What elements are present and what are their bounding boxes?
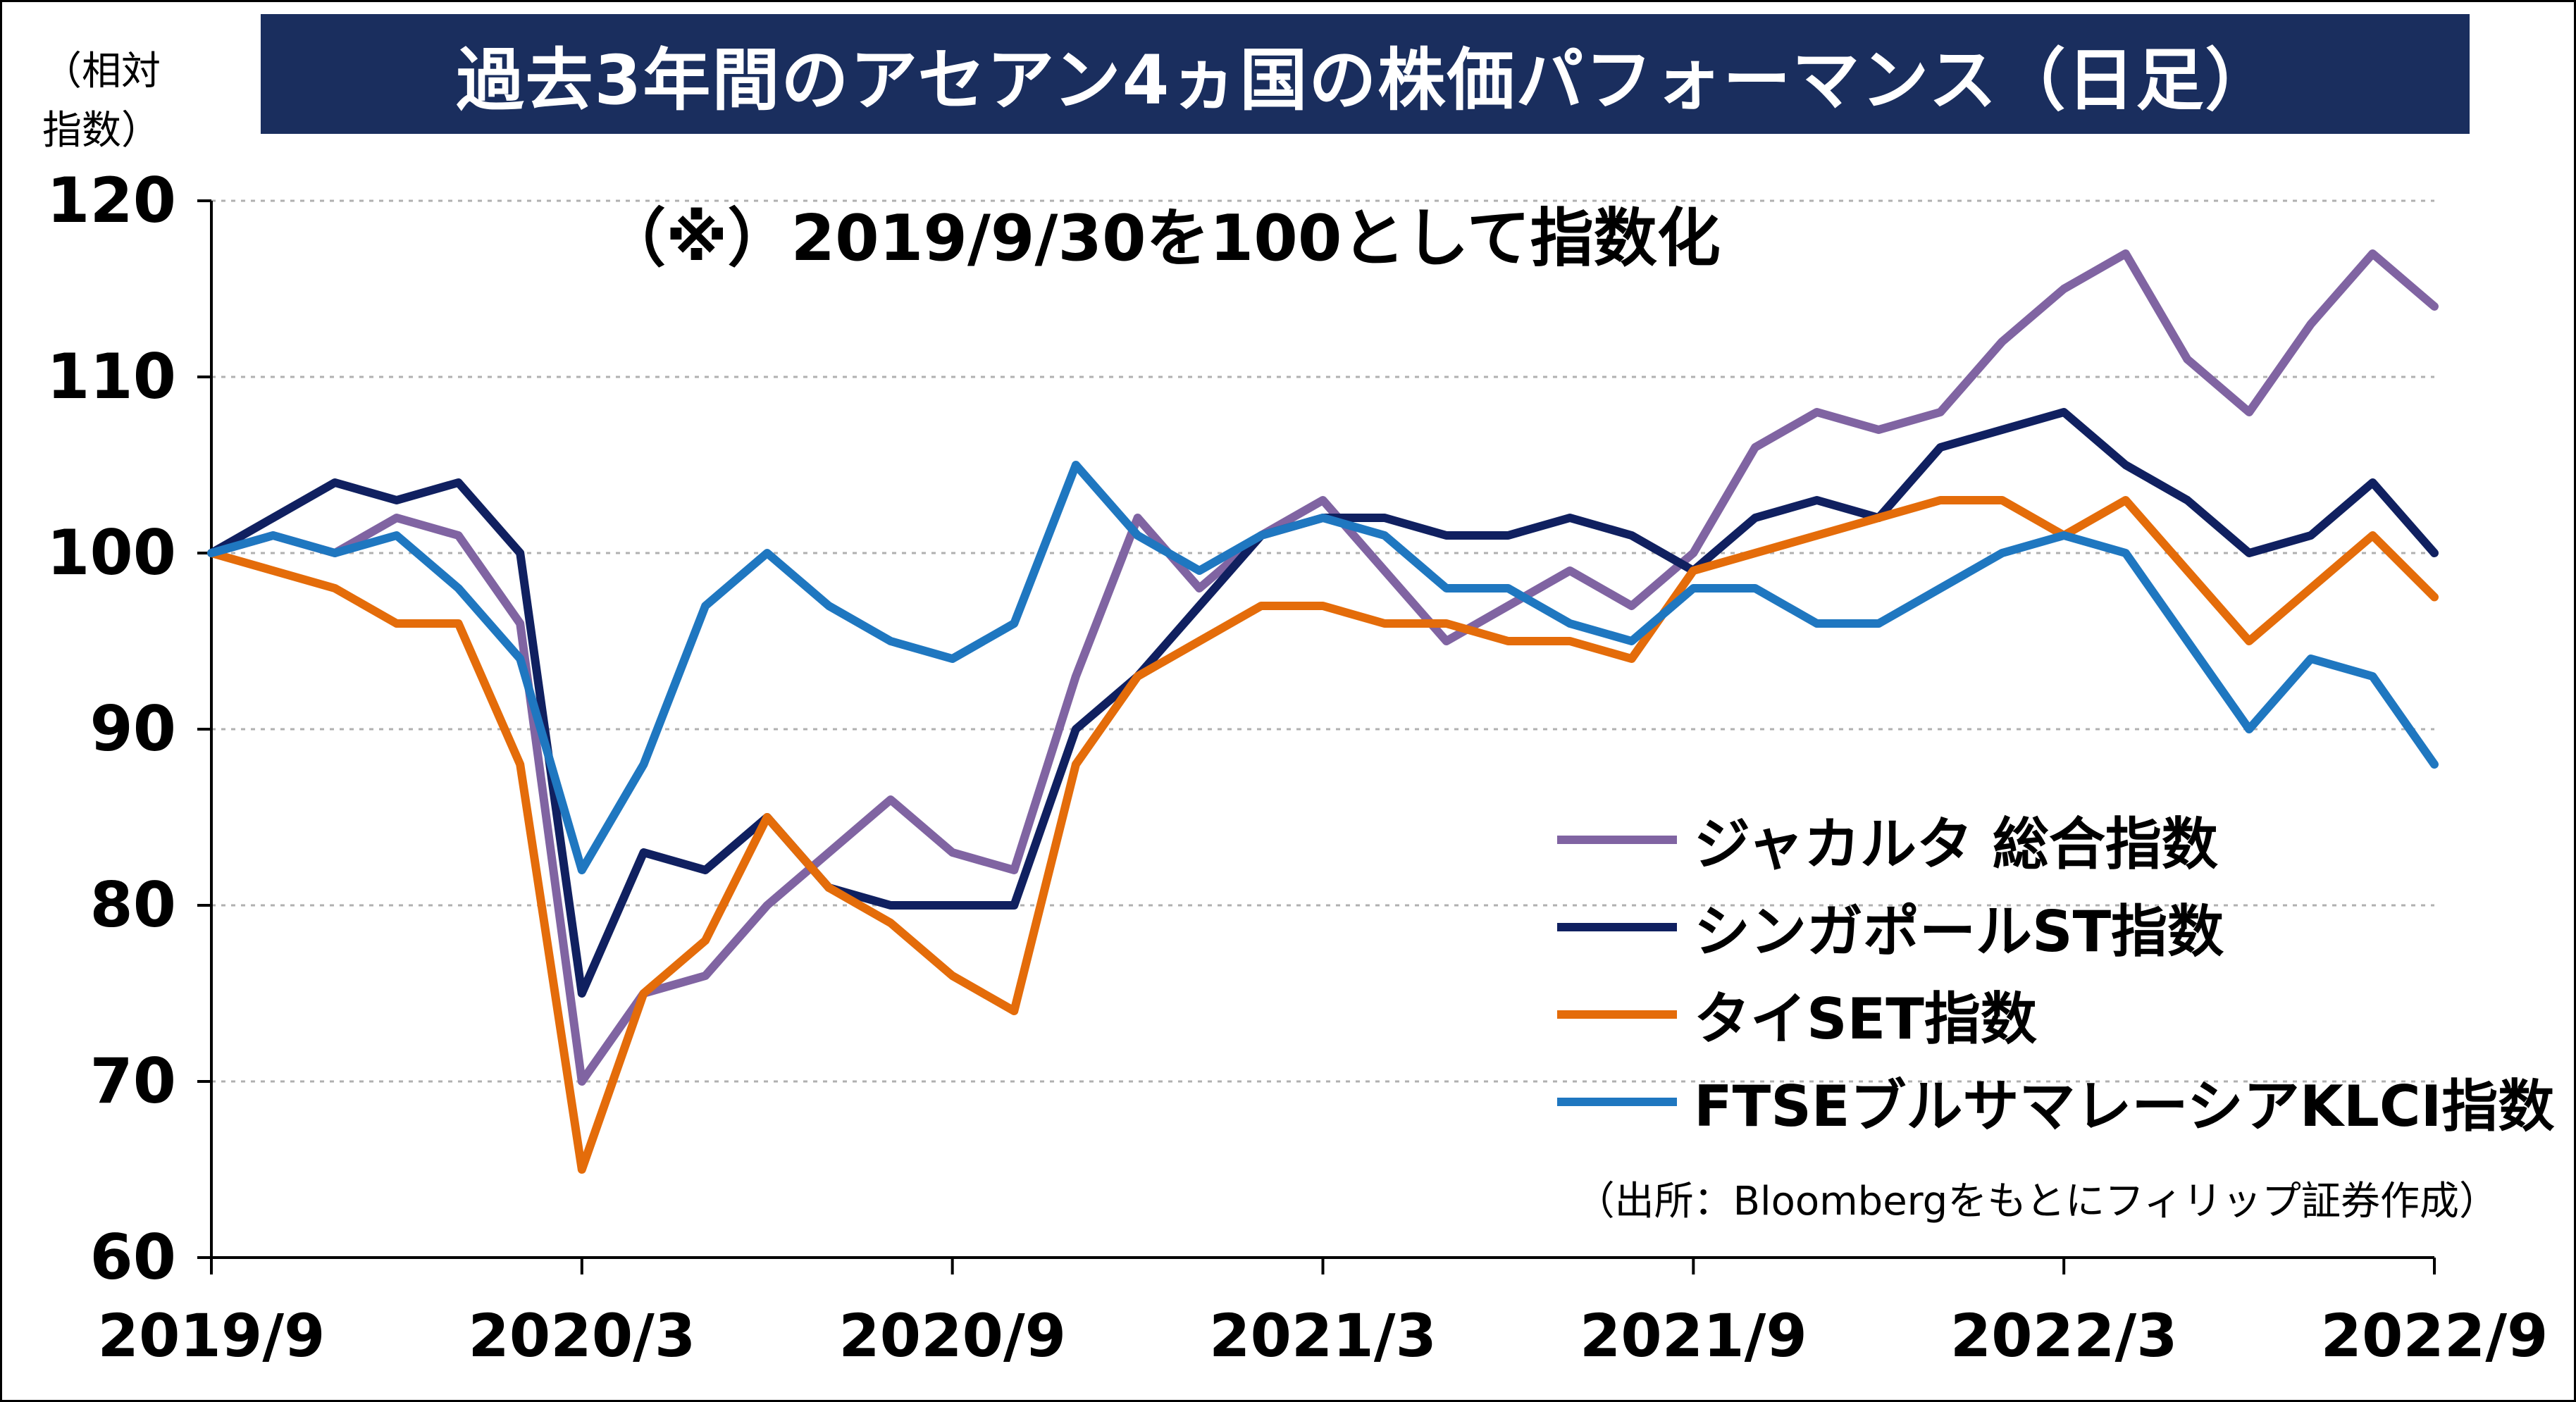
y-tick-label-70: 70 — [90, 1045, 176, 1117]
legend-label-singapore: シンガポールST指数 — [1694, 899, 2224, 964]
legend: ジャカルタ 総合指数 シンガポールST指数 タイSET指数 FTSEブルサマレーシアK… — [1557, 796, 2554, 1146]
legend-swatch-singapore — [1557, 923, 1677, 931]
y-axis-unit-label: （相対 指数） — [42, 42, 161, 161]
y-tick-label-100: 100 — [47, 516, 176, 589]
source-note: （出所：Bloombergをもとにフィリップ証券作成） — [1575, 1179, 2498, 1224]
unit-label-line2: 指数） — [42, 108, 161, 154]
series-lines — [207, 249, 2439, 1174]
y-tick-labels: 60 70 80 90 100 110 120 — [47, 164, 176, 1294]
x-tick-label-3: 2021/3 — [1209, 1301, 1437, 1370]
x-tick-label-6: 2022/9 — [2321, 1301, 2549, 1370]
y-tick-label-90: 90 — [90, 693, 176, 765]
series-line-jakarta — [207, 249, 2439, 1086]
unit-label-line1: （相対 — [42, 49, 161, 94]
y-tick-label-110: 110 — [47, 340, 176, 413]
y-tick-label-60: 60 — [90, 1221, 176, 1294]
index-note: （※）2019/9/30を100として指数化 — [602, 201, 1721, 275]
legend-swatch-jakarta — [1557, 836, 1677, 844]
legend-item-singapore: シンガポールST指数 — [1557, 883, 2554, 971]
x-tick-label-0: 2019/9 — [98, 1301, 326, 1370]
series-line-klci — [207, 461, 2439, 874]
x-tick-label-1: 2020/3 — [468, 1301, 695, 1370]
axes — [197, 199, 2436, 1274]
legend-label-jakarta: ジャカルタ 総合指数 — [1694, 812, 2218, 877]
y-tick-label-120: 120 — [47, 164, 176, 237]
x-tick-labels: 2019/9 2020/3 2020/9 2021/3 2021/9 2022/3 2022… — [98, 1301, 2549, 1370]
legend-item-klci: FTSEブルサマレーシアKLCI指数 — [1557, 1058, 2554, 1146]
legend-item-thai: タイSET指数 — [1557, 971, 2554, 1058]
x-tick-label-5: 2022/3 — [1950, 1301, 2178, 1370]
x-tick-label-2: 2020/9 — [838, 1301, 1066, 1370]
legend-label-klci: FTSEブルサマレーシアKLCI指数 — [1694, 1074, 2555, 1139]
legend-item-jakarta: ジャカルタ 総合指数 — [1557, 796, 2554, 883]
x-tick-label-4: 2021/9 — [1580, 1301, 1807, 1370]
legend-swatch-thai — [1557, 1010, 1677, 1019]
legend-swatch-klci — [1557, 1098, 1677, 1106]
chart-title-text: 過去3年間のアセアン4ヵ国の株価パフォーマンス（日足） — [456, 40, 2274, 120]
legend-label-thai: タイSET指数 — [1694, 986, 2037, 1052]
y-tick-label-80: 80 — [90, 869, 176, 941]
chart-title: 過去3年間のアセアン4ヵ国の株価パフォーマンス（日足） — [261, 14, 2470, 134]
